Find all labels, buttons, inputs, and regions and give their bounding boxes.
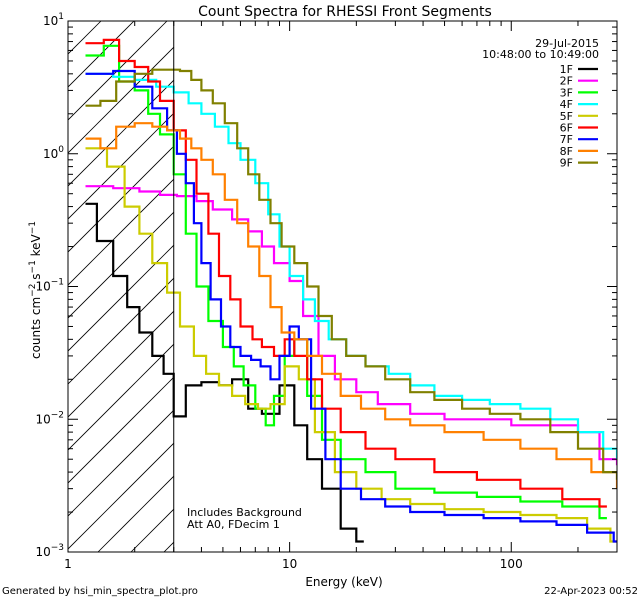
y-label-s: s xyxy=(29,273,43,283)
hatch-line xyxy=(68,46,174,154)
y-tick-label: 10−3 xyxy=(35,543,64,559)
y-tick-exp: 1 xyxy=(58,12,64,22)
hatch-line xyxy=(68,409,174,517)
series-lines xyxy=(85,38,617,543)
chart-title: Count Spectra for RHESSI Front Segments xyxy=(198,4,492,20)
y-tick-exp: −1 xyxy=(51,278,64,288)
legend-label-9F: 9F xyxy=(560,157,573,170)
hatch-line xyxy=(68,244,174,352)
x-tick-label: 100 xyxy=(500,557,523,571)
y-label-exp-kev: −1 xyxy=(28,221,38,234)
series-line-3F xyxy=(85,44,607,520)
y-tick-base: 10 xyxy=(35,280,50,294)
hatch-line xyxy=(68,376,174,484)
hatch-line xyxy=(68,442,174,550)
hatch-line xyxy=(97,475,174,552)
y-tick-label: 10−1 xyxy=(35,278,64,294)
y-label-kev: keV xyxy=(29,233,43,260)
series-line-7F xyxy=(85,69,617,543)
annotation-attenuator: Att A0, FDecim 1 xyxy=(187,518,280,531)
y-tick-exp: 0 xyxy=(58,145,64,155)
hatch-line xyxy=(68,211,174,319)
x-tick-label: 1 xyxy=(64,557,72,571)
y-tick-exp: −2 xyxy=(51,410,64,420)
x-tick-label: 10 xyxy=(282,557,297,571)
series-line-4F xyxy=(85,72,617,460)
legend-label-6F: 6F xyxy=(560,122,573,135)
y-tick-label: 10−2 xyxy=(35,410,64,426)
series-line-6F xyxy=(85,38,607,508)
footer-timestamp: 22-Apr-2023 00:52 xyxy=(544,586,638,597)
series-line-5F xyxy=(85,147,617,543)
legend-label-2F: 2F xyxy=(560,75,573,88)
time-range-label: 10:48:00 to 10:49:00 xyxy=(482,48,599,61)
y-tick-base: 10 xyxy=(43,14,58,28)
y-label-exp-s: −1 xyxy=(28,260,38,273)
y-label-counts: counts cm xyxy=(29,297,43,359)
series-line-8F xyxy=(85,122,617,489)
x-axis-label: Energy (keV) xyxy=(305,575,382,589)
legend-label-8F: 8F xyxy=(560,145,573,158)
hatch-line xyxy=(68,79,174,187)
legend-label-1F: 1F xyxy=(560,63,573,76)
y-label-exp-cm: −2 xyxy=(28,284,38,297)
y-tick-base: 10 xyxy=(35,545,50,559)
y-tick-label: 101 xyxy=(43,12,64,28)
hatch-line xyxy=(68,21,168,121)
hatch-line xyxy=(68,277,174,385)
y-axis-label: counts cm−2 s−1 keV−1 xyxy=(28,221,43,359)
annotation-background: Includes Background xyxy=(187,506,302,519)
legend-label-7F: 7F xyxy=(560,133,573,146)
legend-label-4F: 4F xyxy=(560,98,573,111)
series-line-9F xyxy=(85,68,617,480)
legend-label-3F: 3F xyxy=(560,86,573,99)
y-tick-label: 100 xyxy=(43,145,64,161)
y-tick-exp: −3 xyxy=(51,543,64,553)
series-line-2F xyxy=(85,185,617,466)
legend-label-5F: 5F xyxy=(560,110,573,123)
y-tick-base: 10 xyxy=(35,412,50,426)
footer-generator: Generated by hsi_min_spectra_plot.pro xyxy=(2,586,198,597)
y-tick-base: 10 xyxy=(43,147,58,161)
background-hatched-region xyxy=(68,21,174,552)
date-label: 29-Jul-2015 xyxy=(535,37,599,50)
